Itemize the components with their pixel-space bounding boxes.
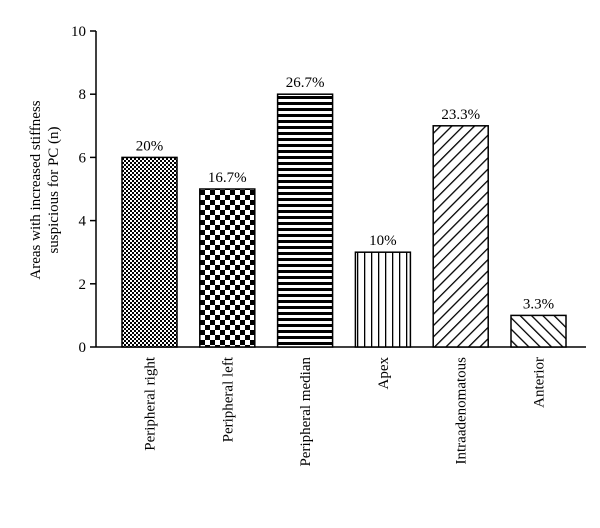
data-label: 16.7% [208,170,247,186]
y-tick-label: 8 [79,87,87,103]
bar-peripheral-right [121,156,178,348]
y-tick-label: 6 [79,150,87,166]
category-label: Anterior [532,357,548,408]
y-tick-label: 4 [79,214,87,230]
category-label: Apex [376,357,392,390]
y-axis-title-line: suspicious for PC (n) [46,126,62,253]
bar-anterior [510,314,567,348]
bar-apex [354,251,412,348]
category-label: Intraadenomatous [454,357,470,465]
y-axis-title-line: Areas with increased stiffness [28,100,44,279]
data-label: 26.7% [286,75,325,91]
category-label: Peripheral left [220,356,236,442]
bar-peripheral-left [199,188,256,348]
data-label: 3.3% [523,296,554,312]
y-tick-label: 0 [79,340,87,356]
y-axis: 0 2 4 6 8 10 [71,24,97,356]
data-label: 23.3% [441,107,480,123]
y-tick-label: 2 [79,277,87,293]
category-label: Peripheral right [143,356,159,451]
data-label: 10% [369,233,397,249]
bars [121,93,567,348]
bar-peripheral-median [276,93,334,348]
data-labels: 20% 16.7% 26.7% 10% 23.3% 3.3% [136,75,554,312]
y-tick-label: 10 [71,24,86,40]
bar-intraadenomatous [432,125,489,348]
y-axis-title: Areas with increased stiffness suspicious… [28,100,62,279]
category-labels: Peripheral right Peripheral left Periphera… [143,356,548,466]
category-label: Peripheral median [298,357,314,467]
data-label: 20% [136,138,164,154]
